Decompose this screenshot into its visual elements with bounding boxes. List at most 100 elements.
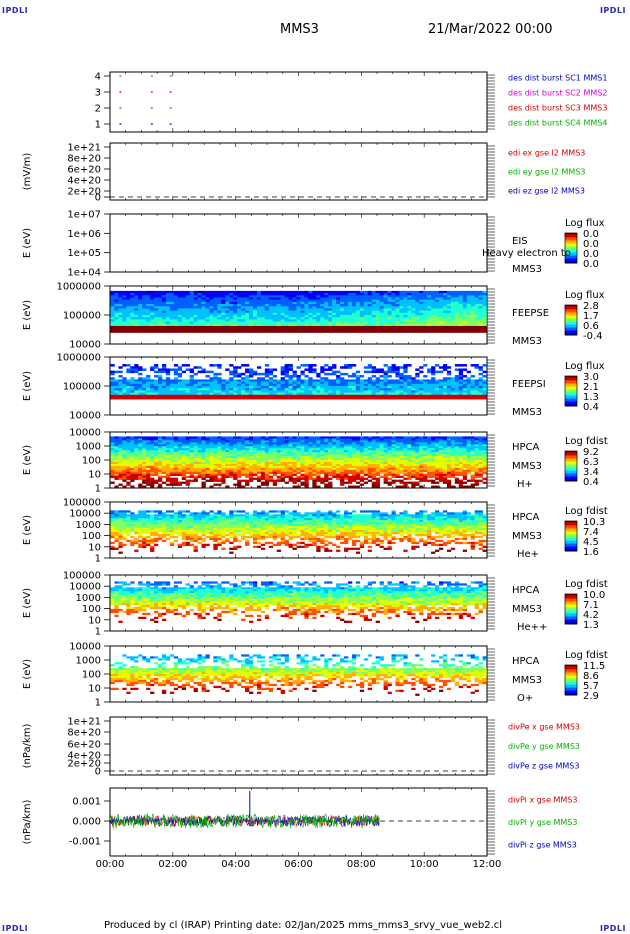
colorbar-swatch <box>565 612 577 614</box>
instrument-label: HPCA <box>512 442 540 453</box>
colorbar-swatch <box>565 595 577 598</box>
colorbar-swatch <box>565 687 577 690</box>
y-tick-label: 4e+20 <box>67 751 101 762</box>
instrument-label: HPCA <box>512 512 540 523</box>
legend-entry: des dist burst SC4 MMS4 <box>508 119 607 128</box>
colorbar-swatch <box>565 665 577 667</box>
y-axis-label: E (eV) <box>22 588 33 618</box>
colorbar-swatch <box>565 668 577 670</box>
y-tick-label: 1000 <box>76 520 101 531</box>
instrument-label: O+ <box>517 693 533 704</box>
spectrogram-image <box>110 654 487 696</box>
y-tick-label: 1e+06 <box>67 229 101 240</box>
colorbar-tick: 0.0 <box>583 249 599 260</box>
colorbar-swatch <box>565 314 577 316</box>
instrument-label: HPCA <box>512 585 540 596</box>
time-tick-label: 00:00 <box>96 859 125 870</box>
colorbar-swatch <box>565 693 577 696</box>
divpi-y-line <box>109 812 380 829</box>
colorbar-swatch <box>565 463 577 465</box>
y-tick-label: 0 <box>95 767 101 778</box>
colorbar-swatch <box>565 323 577 325</box>
spectrogram-image <box>110 510 487 554</box>
instrument-label: MMS3 <box>512 461 542 472</box>
colorbar-swatch <box>565 260 577 262</box>
colorbar-swatch <box>565 234 577 237</box>
time-axis: 00:00 02:00 04:00 06:00 08:00 10:00 12:00 <box>96 859 502 870</box>
colorbar-swatch <box>565 597 577 599</box>
y-tick-label: 10 <box>88 684 101 695</box>
colorbar-swatch <box>565 320 577 322</box>
colorbar-tick: 2.1 <box>583 382 599 393</box>
colorbar-swatch <box>565 326 577 328</box>
colorbar-tick: 0.6 <box>583 321 599 332</box>
colorbar-swatch <box>565 397 577 399</box>
y-tick-label: 10000 <box>69 642 101 653</box>
legend-entry: divPi y gse MMS3 <box>508 818 577 827</box>
colorbar-swatch <box>565 257 577 259</box>
feeps-ion-panel: 1000000 100000 10000 E (eV) Log flux3.02.11.… <box>22 353 605 422</box>
instrument-label: H+ <box>517 479 533 490</box>
colorbar-label: Log flux <box>565 290 605 301</box>
colorbar-swatch <box>565 236 577 238</box>
colorbar-swatch <box>565 618 577 620</box>
y-tick-label: 4e+20 <box>67 176 101 187</box>
colorbar-swatch <box>565 604 577 607</box>
legend-entry: des dist burst SC3 MMS3 <box>508 104 607 113</box>
y-tick-label: 1 <box>95 120 101 131</box>
colorbar-swatch <box>565 321 577 324</box>
overlay-text: Heavy electron to <box>482 248 571 259</box>
burst-mark <box>150 91 153 93</box>
colorbar-swatch <box>565 680 577 682</box>
y-tick-label: 1e+21 <box>67 143 101 154</box>
colorbar-swatch <box>565 533 577 535</box>
y-axis-label: E (eV) <box>22 445 33 475</box>
colorbar-swatch <box>565 671 577 673</box>
y-tick-label: 100000 <box>63 571 101 582</box>
time-tick-label: 02:00 <box>158 859 187 870</box>
colorbar-label: Log flux <box>565 218 605 229</box>
colorbar-swatch <box>565 537 577 540</box>
legend-entry: edi ez gse l2 MMS3 <box>508 187 585 196</box>
colorbar-swatch <box>565 305 577 307</box>
colorbar-swatch <box>565 467 577 470</box>
colorbar-swatch <box>565 248 577 250</box>
spectrogram-image <box>110 290 487 333</box>
colorbar-swatch <box>565 689 577 691</box>
colorbar-swatch <box>565 242 577 244</box>
colorbar-swatch <box>565 377 577 380</box>
time-tick-label: 08:00 <box>347 859 376 870</box>
y-tick-label: 3 <box>95 88 101 99</box>
y-tick-label: 10000 <box>69 428 101 439</box>
colorbar-swatch <box>565 678 577 681</box>
colorbar-swatch <box>565 666 577 669</box>
y-tick-label: 1000000 <box>56 353 101 364</box>
colorbar-swatch <box>565 528 577 531</box>
footer-text: Produced by cl (IRAP) Printing date: 02/… <box>104 920 503 931</box>
colorbar-swatch <box>565 400 577 402</box>
spectrogram-image <box>110 364 487 400</box>
colorbar-tick: 8.6 <box>583 671 599 682</box>
colorbar-swatch <box>565 317 577 319</box>
burst-mark <box>150 75 153 77</box>
colorbar-swatch <box>565 472 577 474</box>
colorbar-swatch <box>565 394 577 396</box>
colorbar-swatch <box>565 525 577 528</box>
colorbar-swatch <box>565 460 577 462</box>
legend-entry: divPi x gse MMS3 <box>508 795 577 804</box>
colorbar-swatch <box>565 621 577 623</box>
colorbar-swatch <box>565 548 577 550</box>
colorbar-swatch <box>565 306 577 309</box>
colorbar-swatch <box>565 258 577 261</box>
colorbar-tick: 0.0 <box>583 229 599 240</box>
y-axis-label: (nPa/km) <box>22 724 33 769</box>
instrument-label: MMS3 <box>512 336 542 347</box>
colorbar-swatch <box>565 311 577 313</box>
colorbar-swatch <box>565 542 577 544</box>
y-tick-label: 10000 <box>69 509 101 520</box>
colorbar-swatch <box>565 690 577 693</box>
colorbar-tick: 10.0 <box>583 590 605 601</box>
legend-entry: edi ey gse l2 MMS3 <box>508 168 586 177</box>
colorbar-tick: 0.0 <box>583 259 599 270</box>
